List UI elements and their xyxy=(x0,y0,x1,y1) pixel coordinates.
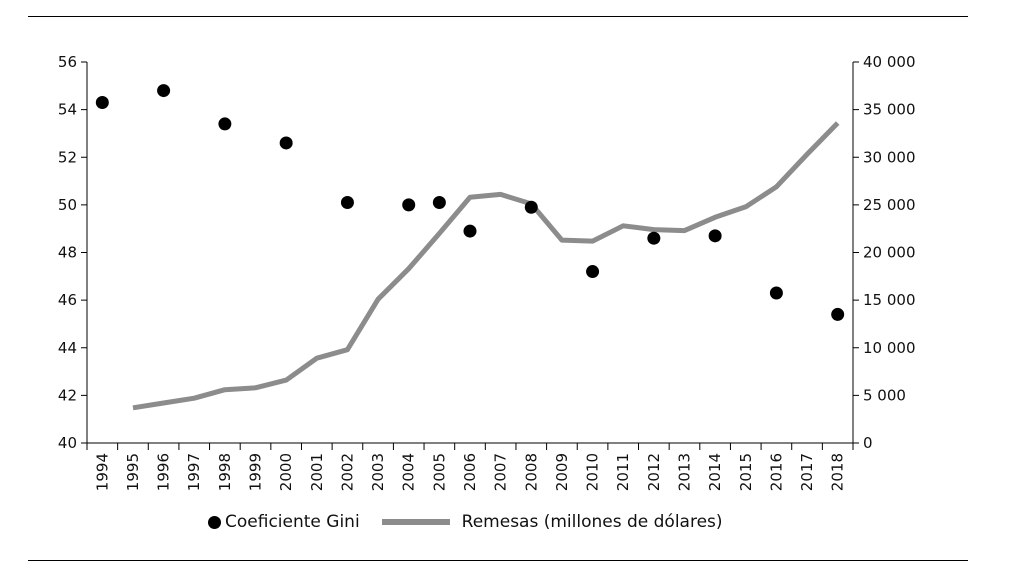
gini-point xyxy=(95,95,109,109)
x-tick-label: 2016 xyxy=(767,453,785,491)
legend-gini-label: Coeficiente Gini xyxy=(225,512,360,532)
legend-remesas-label: Remesas (millones de dólares) xyxy=(461,512,723,532)
x-tick-label: 2003 xyxy=(369,453,387,491)
right-tick-label: 0 xyxy=(863,434,873,452)
x-tick-label: 1994 xyxy=(93,453,111,491)
legend: Coeficiente Gini Remesas (millones de dó… xyxy=(208,512,745,532)
right-tick-label: 30 000 xyxy=(863,148,916,166)
legend-remesas-marker xyxy=(381,519,450,525)
gini-point xyxy=(463,224,477,238)
left-tick-label: 56 xyxy=(58,53,77,71)
x-tick-label: 2010 xyxy=(584,453,602,491)
gini-point xyxy=(831,307,845,321)
legend-remesas: Remesas (millones de dólares) xyxy=(381,512,723,532)
x-tick-label: 2014 xyxy=(706,453,724,491)
x-tick-label: 1999 xyxy=(247,453,265,491)
gini-point xyxy=(157,84,171,98)
x-tick-label: 1995 xyxy=(124,453,142,491)
gini-point xyxy=(340,195,354,209)
x-tick-label: 2000 xyxy=(277,453,295,491)
left-tick-label: 42 xyxy=(58,386,77,404)
gini-point xyxy=(279,136,293,150)
gini-point xyxy=(769,286,783,300)
x-tick-label: 2002 xyxy=(338,453,356,491)
right-tick-label: 25 000 xyxy=(863,196,916,214)
left-tick-label: 44 xyxy=(58,339,77,357)
legend-gini: Coeficiente Gini xyxy=(208,512,360,532)
gini-point xyxy=(402,198,416,212)
right-tick-label: 35 000 xyxy=(863,101,916,119)
left-tick-label: 54 xyxy=(58,101,77,119)
x-tick-label: 2018 xyxy=(829,453,847,491)
left-tick-label: 50 xyxy=(58,196,77,214)
x-tick-label: 1998 xyxy=(216,453,234,491)
right-tick-label: 15 000 xyxy=(863,291,916,309)
right-tick-label: 40 000 xyxy=(863,53,916,71)
right-tick-label: 5 000 xyxy=(863,386,906,404)
bottom-rule xyxy=(28,560,968,561)
x-tick-label: 2004 xyxy=(400,453,418,491)
gini-point xyxy=(432,195,446,209)
x-tick-label: 2007 xyxy=(492,453,510,491)
top-rule xyxy=(28,16,968,17)
x-tick-label: 2008 xyxy=(522,453,540,491)
remesas-line xyxy=(132,121,840,411)
gini-point xyxy=(708,229,722,243)
right-tick-label: 10 000 xyxy=(863,339,916,357)
x-tick-label: 2001 xyxy=(308,453,326,491)
legend-gini-marker xyxy=(208,515,221,529)
x-tick-label: 1996 xyxy=(155,453,173,491)
left-tick-label: 52 xyxy=(58,148,77,166)
x-tick-label: 2005 xyxy=(430,453,448,491)
gini-point xyxy=(218,117,232,131)
x-tick-label: 2006 xyxy=(461,453,479,491)
right-tick-label: 20 000 xyxy=(863,244,916,262)
left-tick-label: 40 xyxy=(58,434,77,452)
left-tick-label: 48 xyxy=(58,244,77,262)
x-tick-label: 2017 xyxy=(798,453,816,491)
x-tick-label: 1997 xyxy=(185,453,203,491)
x-tick-label: 2012 xyxy=(645,453,663,491)
gini-point xyxy=(647,231,661,245)
gini-point xyxy=(524,200,538,214)
gini-point xyxy=(586,265,600,279)
x-tick-label: 2015 xyxy=(737,453,755,491)
x-tick-label: 2009 xyxy=(553,453,571,491)
x-tick-label: 2011 xyxy=(614,453,632,491)
left-tick-label: 46 xyxy=(58,291,77,309)
x-tick-label: 2013 xyxy=(675,453,693,491)
